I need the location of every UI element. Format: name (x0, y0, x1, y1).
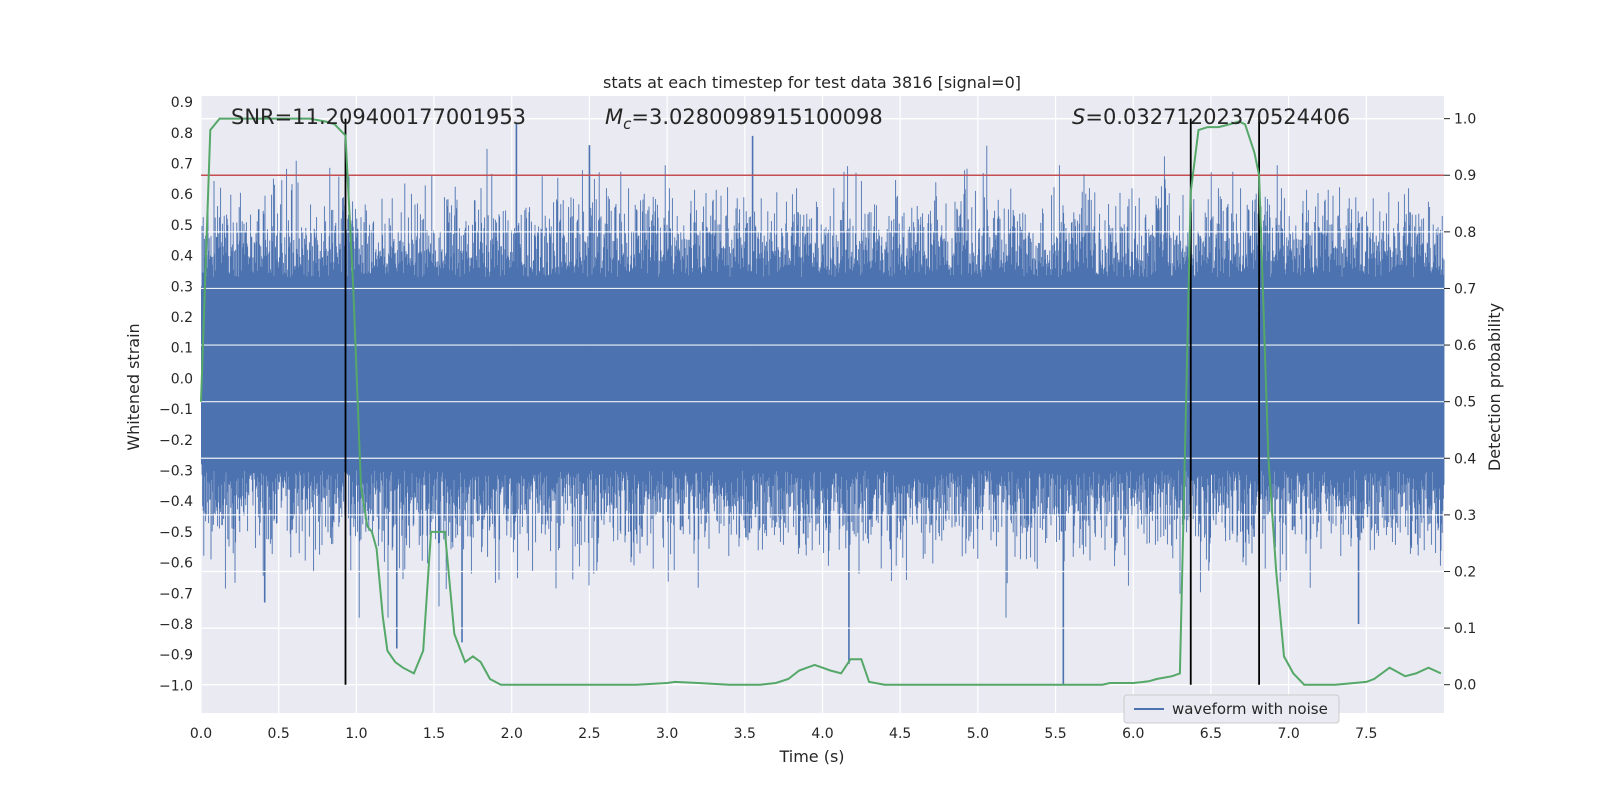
snr-annotation: SNR=11.209400177001953 (231, 105, 526, 129)
y-tick-label: 0.0 (171, 371, 193, 387)
x-tick-label: 7.0 (1277, 726, 1299, 742)
statistic-value: =0.03271202370524406 (1085, 105, 1350, 129)
y-axis-ticks: 0.9 0.8 0.7 0.6 0.5 0.4 0.3 0.2 0.1 0.0 −0.1 −0.2 −0… (159, 95, 193, 694)
chirp-mass-symbol: M (605, 105, 623, 129)
x-tick-label: 7.5 (1355, 726, 1377, 742)
snr-statistic-annotation: S=0.03271202370524406 (1072, 105, 1350, 129)
x-tick-label: 2.5 (578, 726, 600, 742)
right-y-tick-label: 0.2 (1454, 564, 1476, 580)
y-tick-label: −0.6 (159, 556, 193, 572)
x-tick-label: 0.0 (190, 726, 212, 742)
chart-title: stats at each timestep for test data 381… (603, 73, 1021, 92)
right-y-tick-label: 0.5 (1454, 395, 1476, 411)
chirp-mass-annotation: Mc=3.0280098915100098 (605, 105, 883, 133)
y-tick-label: −0.1 (159, 402, 193, 418)
right-y-tick-label: 0.6 (1454, 338, 1476, 354)
x-tick-label: 5.0 (967, 726, 989, 742)
right-y-tick-label: 1.0 (1454, 112, 1476, 128)
right-y-tick-label: 0.8 (1454, 225, 1476, 241)
legend: waveform with noise (1123, 694, 1340, 724)
x-tick-label: 1.0 (345, 726, 367, 742)
y-tick-label: −0.7 (159, 586, 193, 602)
x-axis-label: Time (s) (778, 747, 844, 766)
x-axis-ticks: 0.0 0.5 1.0 1.5 2.0 2.5 3.0 3.5 4.0 4.5 5.0 5.5 6.0 6… (190, 726, 1378, 742)
x-tick-label: 5.5 (1044, 726, 1066, 742)
y-tick-label: −0.9 (159, 648, 193, 664)
x-tick-label: 3.0 (656, 726, 678, 742)
y-tick-label: 0.8 (171, 126, 193, 142)
y-tick-label: 0.6 (171, 187, 193, 203)
y-tick-label: 0.4 (171, 249, 193, 265)
y-tick-label: 0.3 (171, 279, 193, 295)
x-tick-label: 0.5 (268, 726, 290, 742)
right-y-tick-label: 0.3 (1454, 508, 1476, 524)
x-tick-label: 6.0 (1122, 726, 1144, 742)
x-tick-label: 2.0 (501, 726, 523, 742)
y-tick-label: 0.9 (171, 95, 193, 111)
right-y-tick-label: 0.4 (1454, 451, 1476, 467)
right-y-tick-label: 0.1 (1454, 621, 1476, 637)
probability-series (200, 117, 1442, 686)
y-tick-label: −0.8 (159, 617, 193, 633)
legend-box (1123, 694, 1340, 724)
right-y-tick-label: 0.7 (1454, 281, 1476, 297)
right-y-tick-label: 0.0 (1454, 678, 1476, 694)
x-tick-label: 4.0 (811, 726, 833, 742)
x-tick-label: 3.5 (734, 726, 756, 742)
noise-core-band (201, 286, 1444, 465)
y-tick-label: −0.5 (159, 525, 193, 541)
legend-label: waveform with noise (1172, 700, 1328, 718)
right-y-axis-label: Detection probability (1485, 303, 1504, 471)
chirp-mass-value: =3.0280098915100098 (631, 105, 882, 129)
y-tick-label: 0.1 (171, 341, 193, 357)
y-tick-label: 0.5 (171, 218, 193, 234)
y-tick-label: 0.7 (171, 157, 193, 173)
x-tick-label: 4.5 (889, 726, 911, 742)
y-tick-label: −0.3 (159, 463, 193, 479)
right-y-tick-label: 0.9 (1454, 168, 1476, 184)
y-tick-label: 0.2 (171, 310, 193, 326)
y-tick-label: −0.4 (159, 494, 193, 510)
y-tick-label: −1.0 (159, 678, 193, 694)
x-tick-label: 6.5 (1200, 726, 1222, 742)
chirp-mass-subscript: c (623, 115, 632, 133)
x-tick-label: 1.5 (423, 726, 445, 742)
probability-line (200, 117, 1442, 686)
y-tick-label: −0.2 (159, 433, 193, 449)
statistic-symbol: S (1072, 105, 1085, 129)
right-y-axis-ticks: 1.0 0.9 0.8 0.7 0.6 0.5 0.4 0.3 0.2 0.1 0.0 (1444, 112, 1476, 694)
y-axis-label: Whitened strain (124, 323, 143, 450)
